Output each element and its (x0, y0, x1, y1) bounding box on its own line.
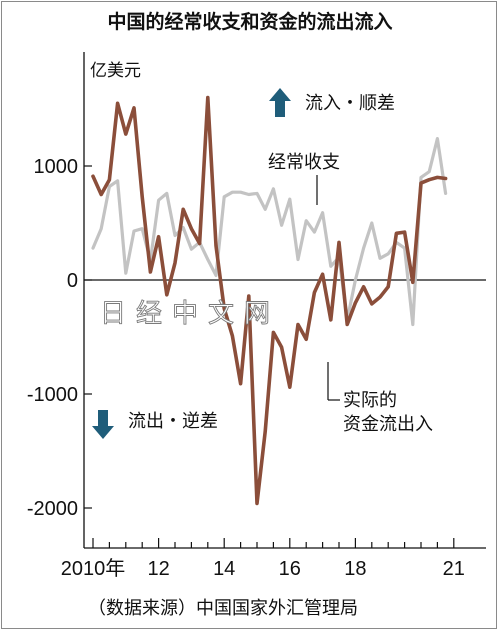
x-tick-label: 12 (147, 558, 169, 580)
y-tick-label: -2000 (27, 498, 78, 520)
y-tick-label: 0 (67, 270, 78, 292)
current-account-label: 经常收支 (268, 152, 340, 173)
x-tick-label: 16 (279, 558, 301, 580)
capital-flow-label-line2: 资金流出入 (343, 414, 433, 435)
y-tick-label: 1000 (34, 156, 79, 178)
series-line-2 (91, 95, 448, 506)
chart-title: 中国的经常收支和资金的流出流入 (107, 10, 392, 33)
series-line-1 (91, 137, 448, 327)
inflow-label: 流入・顺差 (305, 93, 395, 114)
outflow-label: 流出・逆差 (128, 411, 218, 432)
arrow-down-icon (92, 410, 114, 439)
watermark-text: 日经中文网 (100, 299, 280, 329)
y-tick-label: -1000 (27, 384, 78, 406)
arrow-up-icon (269, 88, 291, 117)
x-tick-label: 18 (344, 558, 366, 580)
source-note: （数据来源）中国国家外汇管理局 (88, 598, 358, 619)
capital-flow-label-line1: 实际的 (343, 390, 397, 411)
x-tick-label: 14 (213, 558, 235, 580)
x-tick-label: 21 (443, 558, 465, 580)
y-axis-unit: 亿美元 (90, 61, 141, 81)
x-tick-label: 2010年 (61, 557, 126, 580)
